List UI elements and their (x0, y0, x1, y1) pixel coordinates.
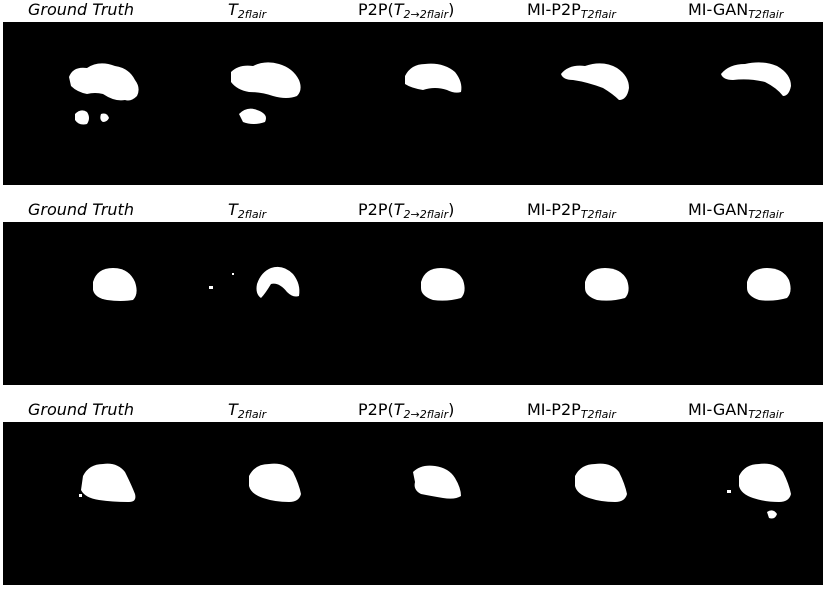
mask-ground-truth (93, 268, 137, 301)
mask-t2flair (231, 62, 301, 124)
label-t2flair: T2flair (228, 400, 267, 421)
label-ground-truth: Ground Truth (28, 0, 134, 19)
label-mi-gan: MI-GANT2flair (688, 200, 784, 221)
label-mi-p2p: MI-P2PT2flair (527, 200, 616, 221)
figure-row-3: Ground Truth T2flair P2P(T2→2flair) MI-P… (0, 400, 826, 600)
mask-p2p (405, 63, 462, 93)
mask-mi-p2p (585, 268, 629, 301)
label-t2flair: T2flair (228, 0, 267, 21)
mask-mi-p2p (561, 63, 629, 100)
label-p2p: P2P(T2→2flair) (358, 0, 455, 21)
label-ground-truth: Ground Truth (28, 200, 134, 219)
column-labels: Ground Truth T2flair P2P(T2→2flair) MI-P… (0, 400, 826, 422)
mask-strip (3, 22, 823, 185)
mask-mi-gan (727, 463, 791, 519)
column-labels: Ground Truth T2flair P2P(T2→2flair) MI-P… (0, 200, 826, 222)
label-p2p: P2P(T2→2flair) (358, 400, 455, 421)
mask-mi-gan (721, 62, 791, 96)
label-mi-gan: MI-GANT2flair (688, 400, 784, 421)
mask-t2flair (249, 463, 301, 502)
mask-p2p (413, 465, 461, 499)
mask-strip (3, 222, 823, 385)
label-p2p: P2P(T2→2flair) (358, 200, 455, 221)
label-mi-p2p: MI-P2PT2flair (527, 400, 616, 421)
label-ground-truth: Ground Truth (28, 400, 134, 419)
figure-row-1: Ground Truth T2flair P2P(T2→2flair) MI-P… (0, 0, 826, 200)
column-labels: Ground Truth T2flair P2P(T2→2flair) MI-P… (0, 0, 826, 22)
mask-t2flair (209, 266, 300, 298)
figure-row-2: Ground Truth T2flair P2P(T2→2flair) MI-P… (0, 200, 826, 400)
label-t2flair: T2flair (228, 200, 267, 221)
mask-mi-gan (747, 268, 791, 301)
label-mi-gan: MI-GANT2flair (688, 0, 784, 21)
label-mi-p2p: MI-P2PT2flair (527, 0, 616, 21)
mask-ground-truth (69, 63, 139, 125)
mask-p2p (421, 268, 465, 301)
mask-strip (3, 422, 823, 585)
mask-ground-truth (79, 463, 136, 502)
mask-mi-p2p (575, 463, 627, 502)
